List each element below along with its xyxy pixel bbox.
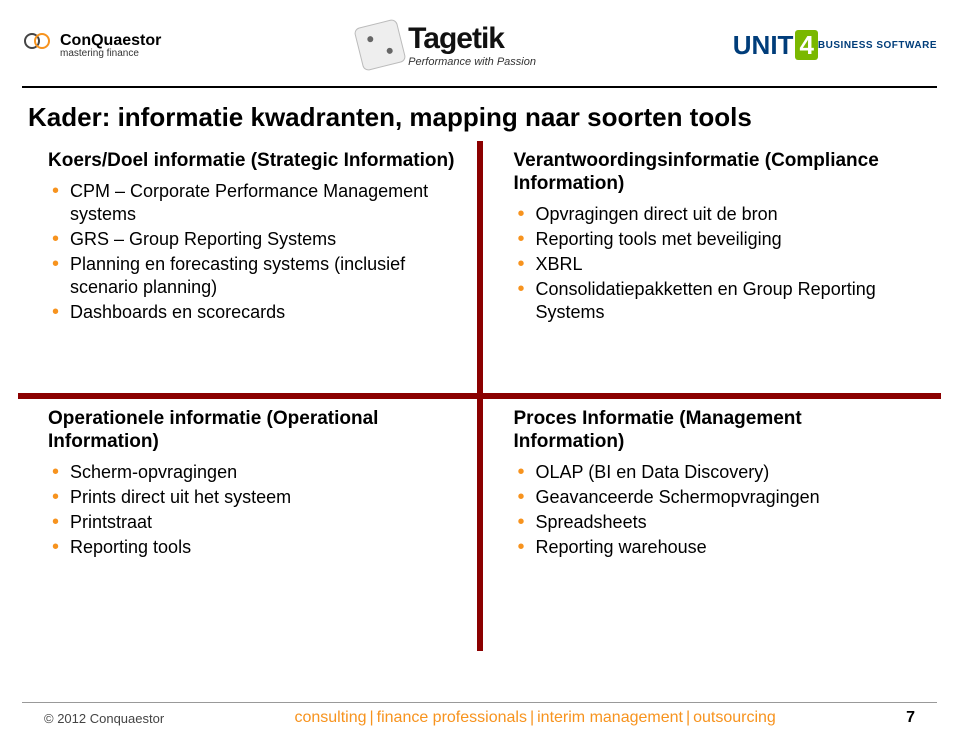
horizontal-divider	[18, 393, 941, 399]
quadrant-heading: Koers/Doel informatie (Strategic Informa…	[48, 149, 460, 172]
rings-icon	[22, 32, 56, 50]
footer-tagline: consulting|finance professionals|interim…	[164, 709, 906, 727]
logo-tagetik: Tagetik Performance with Passion	[358, 22, 536, 68]
list-item: Prints direct uit het systeem	[52, 486, 460, 509]
quadrant-heading: Proces Informatie (Management Informatio…	[514, 407, 912, 453]
logo-conquaestor: ConQuaestor mastering finance	[22, 32, 161, 59]
list-item: CPM – Corporate Performance Management s…	[52, 180, 460, 226]
quadrant-grid: Koers/Doel informatie (Strategic Informa…	[28, 141, 931, 651]
quadrant-operational: Operationele informatie (Operational Inf…	[28, 393, 480, 633]
footer-page-number: 7	[906, 709, 915, 727]
tagetik-name: Tagetik	[408, 22, 504, 56]
list-item: OLAP (BI en Data Discovery)	[518, 461, 912, 484]
list-item: Printstraat	[52, 511, 460, 534]
conquaestor-tagline: mastering finance	[60, 48, 139, 59]
unit4-tagline: BUSINESS SOFTWARE	[818, 40, 937, 51]
footer-tag-part: outsourcing	[693, 709, 776, 726]
list-item: Dashboards en scorecards	[52, 301, 460, 324]
footer-tag-part: interim management	[537, 709, 683, 726]
list-item: Scherm-opvragingen	[52, 461, 460, 484]
unit4-digit: 4	[795, 30, 817, 60]
header-rule	[22, 86, 937, 88]
quadrant-management: Proces Informatie (Management Informatio…	[480, 393, 932, 633]
unit4-name: UNIT	[733, 30, 794, 60]
list-item: XBRL	[518, 253, 912, 276]
tagetik-tagline: Performance with Passion	[408, 56, 536, 68]
list-item: Planning en forecasting systems (inclusi…	[52, 253, 460, 299]
list-item: Opvragingen direct uit de bron	[518, 203, 912, 226]
quadrant-compliance: Verantwoordingsinformatie (Compliance In…	[480, 141, 932, 393]
quadrant-heading: Operationele informatie (Operational Inf…	[48, 407, 460, 453]
footer: © 2012 Conquaestor consulting|finance pr…	[22, 702, 937, 727]
list-item: Consolidatiepakketten en Group Reporting…	[518, 278, 912, 324]
logo-unit4: UNIT4 BUSINESS SOFTWARE	[733, 30, 937, 61]
list-item: Reporting tools met beveiliging	[518, 228, 912, 251]
dice-icon	[354, 18, 407, 71]
list-item: GRS – Group Reporting Systems	[52, 228, 460, 251]
footer-tag-part: finance professionals	[377, 709, 527, 726]
list-item: Reporting warehouse	[518, 536, 912, 559]
list-item: Reporting tools	[52, 536, 460, 559]
header: ConQuaestor mastering finance Tagetik Pe…	[0, 0, 959, 86]
page-title: Kader: informatie kwadranten, mapping na…	[0, 96, 959, 141]
quadrant-strategic: Koers/Doel informatie (Strategic Informa…	[28, 141, 480, 393]
list-item: Geavanceerde Schermopvragingen	[518, 486, 912, 509]
footer-tag-part: consulting	[294, 709, 366, 726]
quadrant-heading: Verantwoordingsinformatie (Compliance In…	[514, 149, 912, 195]
footer-copyright: © 2012 Conquaestor	[44, 711, 164, 726]
list-item: Spreadsheets	[518, 511, 912, 534]
